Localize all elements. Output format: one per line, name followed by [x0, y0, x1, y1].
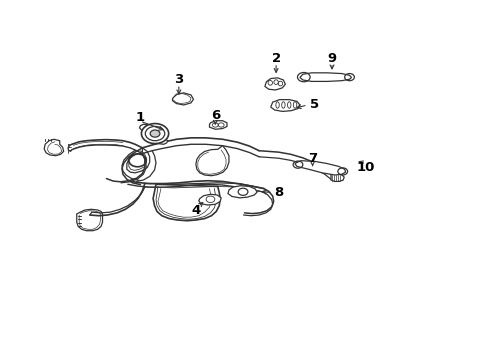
Polygon shape	[126, 148, 149, 173]
Polygon shape	[139, 124, 151, 131]
Text: 3: 3	[174, 73, 183, 86]
Text: 10: 10	[356, 161, 374, 174]
Text: 9: 9	[327, 52, 336, 65]
Polygon shape	[196, 146, 228, 176]
Circle shape	[150, 130, 160, 137]
Polygon shape	[270, 100, 299, 111]
Text: 4: 4	[191, 204, 200, 217]
Polygon shape	[209, 121, 226, 129]
Polygon shape	[294, 161, 345, 175]
Polygon shape	[172, 93, 193, 105]
Text: 7: 7	[307, 152, 317, 165]
Polygon shape	[156, 137, 167, 144]
Polygon shape	[153, 184, 220, 221]
Text: 1: 1	[135, 111, 144, 124]
Circle shape	[145, 126, 164, 141]
Polygon shape	[77, 209, 102, 231]
Text: 2: 2	[271, 52, 280, 65]
Polygon shape	[264, 78, 285, 90]
Circle shape	[141, 123, 168, 144]
Polygon shape	[44, 139, 63, 156]
Polygon shape	[299, 73, 351, 81]
Text: 5: 5	[310, 99, 319, 112]
Text: 8: 8	[273, 186, 283, 199]
Polygon shape	[330, 174, 344, 181]
Polygon shape	[199, 194, 221, 205]
Polygon shape	[227, 186, 257, 198]
Text: 6: 6	[210, 109, 220, 122]
